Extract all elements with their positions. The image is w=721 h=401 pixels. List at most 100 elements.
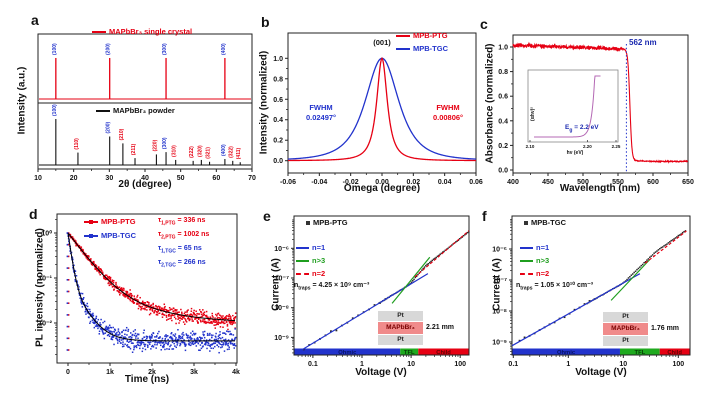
tick-label: 0.6	[273, 97, 283, 104]
tick-label: 1k	[106, 369, 114, 376]
e-legend-n3-label: n>3	[312, 256, 326, 265]
c-inset-eg-label: Eg = 2.2 eV	[565, 123, 599, 135]
eg-value: = 2.2 eV	[572, 124, 599, 131]
peak-label: (400)	[221, 43, 227, 55]
eg-subscript: g	[569, 127, 573, 134]
tick-label: 10	[619, 361, 627, 368]
e-title: MPB-PTG	[313, 218, 348, 227]
tick-label: 1	[566, 361, 570, 368]
red-line-icon	[92, 30, 106, 33]
tick-label: 0.8	[273, 76, 283, 83]
region-Child	[418, 348, 469, 355]
f-x-axis-label: Voltage (V)	[575, 367, 627, 378]
d-tau2-ptg: τ2,PTG = 1002 ns	[158, 231, 210, 241]
d-tau1-ptg: τ1,PTG = 336 ns	[158, 217, 206, 227]
e-thickness-label: 2.21 mm	[426, 324, 455, 331]
e-electrode-bottom: Pt	[378, 335, 423, 345]
tick-label: 550	[612, 179, 624, 186]
peak-label: (321)	[206, 147, 212, 159]
black-square-marker-icon	[524, 220, 528, 225]
red-dashed-line-icon	[520, 272, 533, 275]
tick-label: 40	[141, 175, 149, 182]
region-label: Ohmic	[557, 350, 576, 356]
region-label: Ohmic	[338, 350, 357, 356]
a-x-axis-label: 2θ (degree)	[118, 179, 172, 190]
red-dashed-line-icon	[296, 272, 309, 275]
tick-label: 0.00	[375, 179, 389, 186]
b-fwhm-ptg: FWHM 0.00806°	[421, 103, 475, 123]
e-x-axis-label: Voltage (V)	[355, 367, 407, 378]
f-thickness-label: 1.76 mm	[651, 325, 680, 332]
c-y-axis-label: Absorbance (normalized)	[484, 43, 496, 164]
inset-x-axis-label: hν (eV)	[567, 150, 584, 156]
panel-letter-b: b	[261, 14, 270, 30]
region-label: Child	[667, 350, 682, 356]
tick-label: 600	[647, 179, 659, 186]
tick-label: 400	[507, 179, 519, 186]
panel-f-chart: Ohmic TFL Child 0.1 1 10 100 10⁻⁶ 10⁻⁷ 10⁻⁸ 10⁻⁹	[492, 215, 691, 368]
tick-label: 10⁻⁸	[492, 309, 507, 316]
f-title: MPB-TGC	[531, 218, 566, 227]
tick-label: 10⁻⁶	[492, 247, 507, 254]
b-fwhm-tgc-value: 0.02497°	[305, 113, 337, 122]
peak-label: (100)	[52, 43, 58, 55]
panel-a-chart: 10 20 30 40 50 60 70 (100) (200) (300) (400) (100) (…	[34, 33, 256, 182]
f-legend-n3: n>3	[520, 256, 549, 265]
tick-label: 0.02	[407, 179, 421, 186]
tick-label: -0.04	[311, 179, 327, 186]
peak-label: (211)	[131, 143, 137, 155]
e-ntraps-annotation: ntraps = 4.25 × 10⁹ cm⁻³	[294, 282, 370, 292]
panel-letter-e: e	[263, 208, 271, 224]
b-fwhm-ptg-value: 0.00806°	[432, 113, 464, 122]
blue-line-icon	[296, 246, 309, 249]
f-title-legend: MPB-TGC	[524, 218, 566, 227]
tauc-curve	[534, 75, 601, 138]
panel-b-chart: -0.06 -0.04 -0.02 0.00 0.02 0.04 0.06 0.0 0.2 0.4…	[273, 32, 483, 186]
peak-label: (200)	[106, 121, 112, 133]
c-x-axis-label: Wavelength (nm)	[559, 183, 641, 194]
d-legend-mpb-ptg: MPB-PTG	[84, 217, 136, 226]
tick-label: 0.1	[508, 361, 518, 368]
panel-letter-f: f	[482, 208, 487, 224]
f-legend-n1-label: n=1	[536, 243, 550, 252]
black-line-icon	[96, 109, 110, 112]
f-legend-n3-label: n>3	[536, 256, 550, 265]
e-crystal-layer: MAPbBr₃	[378, 322, 423, 334]
tick-label: 0.1	[308, 361, 318, 368]
tick-label: 3k	[190, 369, 198, 376]
blue-line-icon	[520, 246, 533, 249]
peak-label: (222)	[189, 146, 195, 158]
tick-label: -0.06	[280, 179, 296, 186]
tick-label: 0.4	[498, 118, 508, 125]
peak-label: (400)	[221, 144, 227, 156]
d-x-axis-label: Time (ns)	[124, 374, 170, 385]
d-y-axis-label: PL intensity (normalized)	[34, 228, 46, 347]
tick-label: 0.4	[273, 117, 283, 124]
peak-label: (322)	[229, 146, 235, 158]
panel-e-chart: Ohmic TFL Child 0.1 1 10 100 10⁻⁶ 10⁻⁷ 10⁻⁸ 10⁻⁹	[274, 215, 470, 368]
tick-label: 1	[360, 361, 364, 368]
tick-label: 450	[542, 179, 554, 186]
f-legend-n2-label: n=2	[536, 269, 550, 278]
e-title-legend: MPB-PTG	[306, 218, 348, 227]
tick-label: 10⁻⁷	[275, 276, 289, 283]
green-line-icon	[520, 259, 533, 262]
fit-line	[67, 233, 236, 342]
f-device-stack: Pt MAPbBr₃ Pt	[603, 312, 648, 346]
f-electrode-bottom: Pt	[603, 336, 648, 346]
tick-label: 0	[66, 369, 70, 376]
a-legend-single-crystal-label: MAPbBr₃ single crystal	[109, 27, 193, 36]
guide-line-n>3	[610, 259, 650, 301]
panel-letter-a: a	[31, 12, 39, 28]
b-fwhm-ptg-title: FWHM	[436, 103, 460, 112]
guide-line-n=1	[511, 273, 641, 347]
a-legend-powder: MAPbBr₃ powder	[96, 106, 175, 115]
peak-label: (110)	[74, 138, 80, 150]
eg-symbol: E	[565, 124, 570, 131]
e-electrode-top: Pt	[378, 311, 423, 321]
tick-label: 0.2	[273, 138, 283, 145]
tick-label: 0.04	[438, 179, 452, 186]
tick-label: 1.0	[273, 56, 283, 63]
tick-label: 0.0	[273, 158, 283, 165]
peak-label: (100)	[52, 104, 58, 116]
